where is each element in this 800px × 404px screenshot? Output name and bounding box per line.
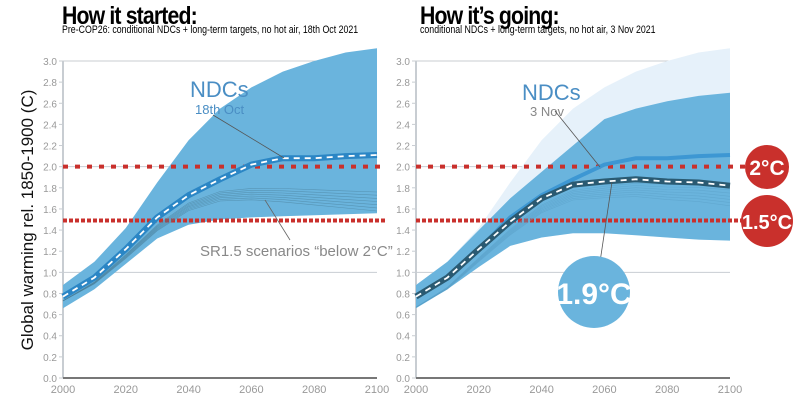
y-tick-label: 1.6 bbox=[43, 205, 57, 216]
y-tick-label: 3.0 bbox=[396, 57, 410, 68]
scenario-line bbox=[62, 195, 378, 302]
x-tick-label: 2040 bbox=[176, 384, 200, 396]
x-tick-label: 2080 bbox=[302, 384, 326, 396]
x-tick-label: 2020 bbox=[467, 384, 491, 396]
y-tick-label: 0.0 bbox=[396, 374, 410, 385]
y-tick-label: 2.4 bbox=[396, 120, 410, 131]
y-tick-label: 1.2 bbox=[43, 247, 57, 258]
scenario-line bbox=[415, 185, 731, 308]
2c-badge-text: 2°C bbox=[749, 157, 784, 180]
range-band bbox=[416, 92, 730, 309]
ndc-leader bbox=[212, 114, 285, 159]
ndc-line bbox=[61, 152, 378, 300]
y-tick-label: 2.6 bbox=[396, 99, 410, 110]
y-tick-label: 2.6 bbox=[43, 99, 57, 110]
y-tick-label: 0.2 bbox=[396, 353, 410, 364]
y-tick-label: 1.4 bbox=[396, 226, 410, 237]
y-tick-label: 0.8 bbox=[396, 289, 410, 300]
y-tick-label: 1.8 bbox=[43, 184, 57, 195]
scenario-line bbox=[415, 194, 731, 308]
y-tick-label: 0.6 bbox=[396, 311, 410, 322]
y-tick-label: 1.2 bbox=[396, 247, 410, 258]
scenario-line bbox=[415, 187, 731, 308]
y-tick-label: 2.2 bbox=[43, 142, 57, 153]
annotation-leader bbox=[599, 181, 613, 263]
ndc-label: NDCs bbox=[522, 80, 581, 105]
ndc-date-label: 3 Nov bbox=[530, 104, 564, 119]
y-tick-label: 3.0 bbox=[43, 57, 57, 68]
y-tick-label: 0.4 bbox=[43, 332, 57, 343]
y-tick-label: 1.0 bbox=[396, 268, 410, 279]
y-tick-label: 2.0 bbox=[43, 163, 57, 174]
y-axis-label: Global warming rel. 1850-1900 (C) bbox=[18, 90, 37, 351]
x-tick-label: 2000 bbox=[404, 384, 428, 396]
scenario-leader bbox=[264, 199, 291, 241]
x-tick-label: 2060 bbox=[239, 384, 263, 396]
y-tick-label: 0.6 bbox=[43, 311, 57, 322]
y-tick-label: 2.8 bbox=[396, 78, 410, 89]
y-tick-label: 1.0 bbox=[43, 268, 57, 279]
scenario-label: SR1.5 scenarios “below 2°C” bbox=[200, 243, 393, 260]
scenario-line bbox=[415, 196, 731, 308]
y-tick-label: 1.6 bbox=[396, 205, 410, 216]
y-tick-label: 2.0 bbox=[396, 163, 410, 174]
right-subtitle: conditional NDCs + long-term targets, no… bbox=[420, 24, 656, 36]
y-tick-label: 2.4 bbox=[43, 120, 57, 131]
x-tick-label: 2040 bbox=[529, 384, 553, 396]
y-tick-label: 0.8 bbox=[43, 289, 57, 300]
y-tick-label: 0.0 bbox=[43, 374, 57, 385]
y-tick-label: 2.2 bbox=[396, 142, 410, 153]
y-tick-label: 0.4 bbox=[396, 332, 410, 343]
x-tick-label: 2100 bbox=[718, 384, 742, 396]
y-tick-label: 1.4 bbox=[43, 226, 57, 237]
1-5c-badge-text: 1.5°C bbox=[742, 212, 792, 234]
y-tick-label: 2.8 bbox=[43, 78, 57, 89]
ndc-label: NDCs bbox=[190, 77, 249, 102]
x-tick-label: 2080 bbox=[655, 384, 679, 396]
scenario-line bbox=[62, 193, 378, 302]
x-tick-label: 2020 bbox=[114, 384, 138, 396]
y-tick-label: 1.8 bbox=[396, 184, 410, 195]
ndc-leader bbox=[554, 110, 601, 168]
annotation-text: 1.9°C bbox=[556, 278, 631, 311]
2c-badge bbox=[745, 145, 789, 189]
scenario-line bbox=[415, 191, 731, 308]
1-5c-badge bbox=[741, 195, 793, 247]
scenario-line bbox=[415, 189, 731, 308]
left-subtitle: Pre-COP26: conditional NDCs + long-term … bbox=[62, 24, 359, 36]
scenario-line bbox=[62, 191, 378, 302]
x-tick-label: 2060 bbox=[592, 384, 616, 396]
x-tick-label: 2100 bbox=[365, 384, 389, 396]
scenario-line bbox=[62, 199, 378, 302]
right-title: How it’s going: bbox=[420, 2, 560, 30]
scenario-line bbox=[62, 197, 378, 302]
y-tick-label: 0.2 bbox=[43, 353, 57, 364]
ndc-line-dash bbox=[415, 178, 731, 298]
annotation-circle bbox=[558, 256, 630, 328]
ndc-date-label: 18th Oct bbox=[195, 102, 245, 117]
x-tick-label: 2000 bbox=[51, 384, 75, 396]
scenario-line bbox=[62, 188, 378, 302]
left-title: How it started: bbox=[62, 2, 198, 30]
scenario-line bbox=[62, 189, 378, 302]
